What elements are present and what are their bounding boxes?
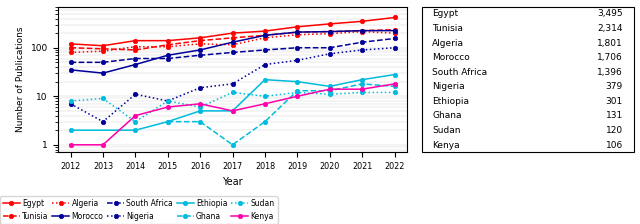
Text: Tunisia: Tunisia — [432, 24, 463, 33]
Text: Algeria: Algeria — [432, 39, 464, 48]
Text: Egypt: Egypt — [432, 9, 458, 19]
Text: 379: 379 — [605, 82, 623, 91]
Text: Sudan: Sudan — [432, 126, 461, 135]
Text: 131: 131 — [605, 111, 623, 121]
X-axis label: Year: Year — [222, 177, 243, 187]
Text: 1,801: 1,801 — [597, 39, 623, 48]
Text: 1,706: 1,706 — [597, 53, 623, 62]
Text: Morocco: Morocco — [432, 53, 470, 62]
Legend: Egypt, Tunisia, Algeria, Morocco, South Africa, Nigeria, Ethiopia, Ghana, Sudan,: Egypt, Tunisia, Algeria, Morocco, South … — [0, 196, 278, 224]
Text: Ghana: Ghana — [432, 111, 461, 121]
Text: 106: 106 — [605, 140, 623, 150]
Text: 301: 301 — [605, 97, 623, 106]
Text: South Africa: South Africa — [432, 68, 487, 77]
Text: 1,396: 1,396 — [597, 68, 623, 77]
Text: Nigeria: Nigeria — [432, 82, 465, 91]
Text: Kenya: Kenya — [432, 140, 460, 150]
Text: 3,495: 3,495 — [597, 9, 623, 19]
Text: Ethiopia: Ethiopia — [432, 97, 469, 106]
Text: 2,314: 2,314 — [598, 24, 623, 33]
Text: 120: 120 — [606, 126, 623, 135]
Y-axis label: Number of Publications: Number of Publications — [16, 27, 25, 132]
